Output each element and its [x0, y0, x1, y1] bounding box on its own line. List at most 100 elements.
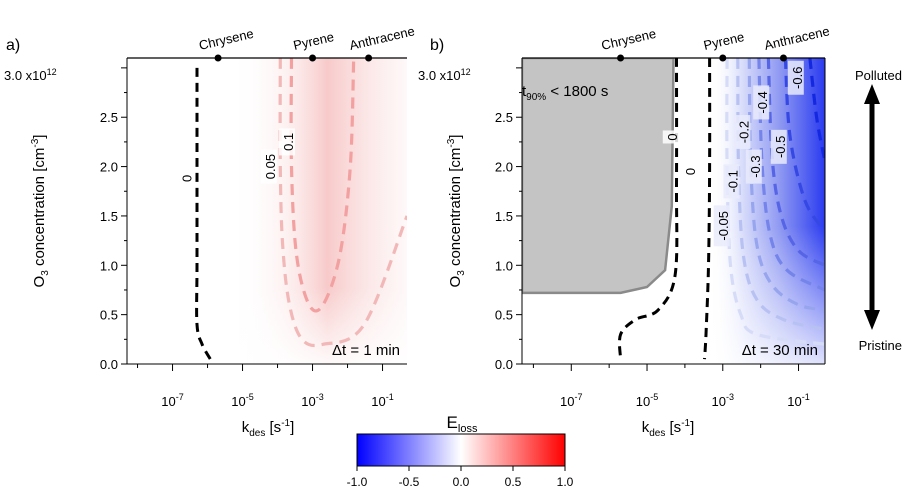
colorbar-tick-label-0: -1.0 [347, 475, 368, 489]
panel-b-compound-label-0: Chrysene [600, 26, 658, 53]
panel-a-contours [195, 58, 407, 360]
arrow-head-down-icon [864, 310, 880, 330]
panel-a-y-tick-label-2: 1.0 [100, 258, 118, 273]
colorbar-title: Eloss [447, 413, 478, 435]
panel-b-contour-label-7: -0.5 [773, 136, 788, 158]
panel-b-contour-label-0: 0 [665, 133, 680, 140]
panel-b-contour-label-8: -0.6 [790, 67, 805, 89]
panel-a-xlabel: kdes [s-1] [242, 418, 295, 439]
panel-b-contour-label-3: -0.1 [725, 170, 740, 192]
colorbar-gradient [356, 433, 566, 467]
panel-a-compounds: Chrysene Pyrene Anthracene [197, 23, 416, 62]
panel-a-compound-label-0: Chrysene [197, 26, 255, 53]
panel-b-ylabel: O3 concentration [cm-3] [446, 135, 467, 288]
panel-b-contour-labels: 0 0 -0.05 -0.1 -0.2 -0.3 -0.4 -0.5 -0.6 [662, 60, 805, 247]
panel-a-y-tick-label-5: 2.5 [100, 110, 118, 125]
panel-a-contour-label-0: 0 [179, 175, 194, 182]
panel-b-contour-label-bg-1 [681, 165, 698, 179]
panel-a-label: a) [6, 37, 20, 54]
panel-b-y-tick-label-2: 1.0 [495, 258, 513, 273]
panel-a-x-tick-label-3: 10-1 [371, 392, 393, 409]
panel-b-contour-label-bg-8 [787, 60, 804, 95]
panel-b-contour-label-bg-3 [723, 164, 740, 199]
panel-a-x-tick-label-0: 10-7 [161, 392, 183, 409]
panel-b-contour-label-bg-6 [753, 85, 770, 120]
panel-b-compound-label-2: Anthracene [763, 23, 831, 53]
panel-a-contour-label-1: 0.05 [263, 154, 278, 179]
panel-a-compound-label-2: Anthracene [348, 23, 416, 53]
panel-b-contour-label-5: -0.3 [748, 155, 763, 177]
panel-b-y-tick-label-1: 0.5 [495, 308, 513, 323]
panel-b-compound-marker-0 [617, 54, 625, 62]
panel-a-compound-marker-2 [365, 54, 373, 62]
panel-a-contour-line-0 [195, 67, 212, 360]
panel-a-contour-label-bg-0 [177, 171, 194, 185]
panel-a: 0.0 0.5 1.0 1.5 2.0 2.5 10-7 10-5 10-3 10-1 Chrys… [4, 23, 416, 439]
colorbar-tick-label-1: -0.5 [399, 475, 420, 489]
panel-a-contour-line-1 [278, 58, 407, 348]
arrow-top-label: Polluted [855, 68, 902, 83]
panel-b: 0.0 0.5 1.0 1.5 2.0 2.5 10-7 10-5 10-3 10-1 Chrys… [418, 23, 831, 439]
panel-a-ticks: 0.0 0.5 1.0 1.5 2.0 2.5 10-7 10-5 10-3 10-1 [100, 67, 394, 409]
panel-a-annotation: Δt = 1 min [332, 342, 400, 359]
panel-b-contour-label-6: -0.4 [755, 91, 770, 113]
panel-b-contour-label-1: 0 [683, 168, 698, 175]
panel-b-contours [617, 58, 825, 360]
panel-b-x-tick-label-2: 10-3 [712, 392, 734, 409]
panel-b-compounds: Chrysene Pyrene Anthracene [600, 23, 831, 62]
panel-b-contour-line-0 [617, 58, 679, 360]
colorbar: Eloss -1.0 -0.5 0.0 0.5 1.0 [347, 413, 574, 489]
panel-b-label: b) [430, 37, 444, 54]
panel-b-compound-marker-1 [719, 54, 727, 62]
arrow-head-up-icon [864, 84, 880, 104]
panel-a-contour-line-2 [289, 58, 356, 313]
panel-b-contour-label-bg-0 [662, 130, 679, 144]
panel-b-ticks: 0.0 0.5 1.0 1.5 2.0 2.5 10-7 10-5 10-3 10-1 [495, 67, 810, 409]
panel-a-y-tick-label-3: 1.5 [100, 209, 118, 224]
panel-b-contour-label-bg-2 [713, 205, 730, 247]
panel-b-y-exponent: 3.0 x1012 [418, 67, 471, 83]
panel-a-compound-label-1: Pyrene [292, 29, 336, 53]
panel-b-y-tick-label-0: 0.0 [495, 357, 513, 372]
panel-a-x-tick-label-1: 10-5 [231, 392, 253, 409]
panel-a-heatmap-bottom-fade [127, 58, 407, 364]
panel-b-y-tick-label-3: 1.5 [495, 209, 513, 224]
panel-b-contour-label-bg-4 [734, 115, 751, 150]
panel-a-y-tick-label-0: 0.0 [100, 357, 118, 372]
panel-b-contour-label-2: -0.05 [716, 211, 731, 241]
panel-b-shaded-region [522, 58, 675, 295]
panel-a-contour-label-bg-2 [279, 128, 296, 156]
colorbar-tick-label-4: 1.0 [557, 475, 574, 489]
panel-a-compound-marker-0 [214, 54, 222, 62]
panel-b-contour-line-1 [703, 58, 712, 360]
panel-b-contour-line-2 [725, 58, 825, 346]
panel-a-y-tick-label-1: 0.5 [100, 308, 118, 323]
panel-b-y-tick-label-5: 2.5 [495, 110, 513, 125]
panel-b-contour-label-4: -0.2 [736, 121, 751, 143]
panel-a-ylabel: O3 concentration [cm-3] [30, 135, 51, 288]
panel-a-y-tick-label-4: 2.0 [100, 160, 118, 175]
panel-b-x-tick-label-1: 10-5 [636, 392, 658, 409]
panel-b-shaded-label: t90% < 1800 s [522, 83, 608, 103]
colorbar-tick-label-2: 0.0 [453, 475, 470, 489]
panel-a-y-exponent: 3.0 x1012 [4, 67, 57, 83]
panel-b-x-tick-label-0: 10-7 [560, 392, 582, 409]
panel-b-compound-label-1: Pyrene [702, 29, 746, 53]
panel-b-compound-marker-2 [779, 54, 787, 62]
panel-b-contour-label-bg-5 [745, 149, 762, 184]
panel-b-annotation: Δt = 30 min [742, 342, 818, 359]
colorbar-tick-label-3: 0.5 [505, 475, 522, 489]
panel-b-contour-line-7 [783, 58, 825, 232]
pollution-arrow: Polluted Pristine [855, 68, 902, 353]
panel-a-compound-marker-1 [309, 54, 317, 62]
panel-b-xlabel: kdes [s-1] [642, 418, 695, 439]
panel-b-contour-label-bg-7 [770, 129, 787, 164]
colorbar-ticks: -1.0 -0.5 0.0 0.5 1.0 [347, 466, 574, 489]
panel-b-contour-line-6 [766, 58, 825, 267]
panel-b-x-tick-label-3: 10-1 [787, 392, 809, 409]
panel-a-contour-labels: 0 0.050.1 [177, 128, 296, 185]
panel-a-contour-label-bg-1 [260, 149, 277, 184]
panel-b-contour-line-8 [808, 58, 825, 162]
panel-a-contour-label-2: 0.1 [281, 133, 296, 151]
arrow-bottom-label: Pristine [859, 338, 902, 353]
